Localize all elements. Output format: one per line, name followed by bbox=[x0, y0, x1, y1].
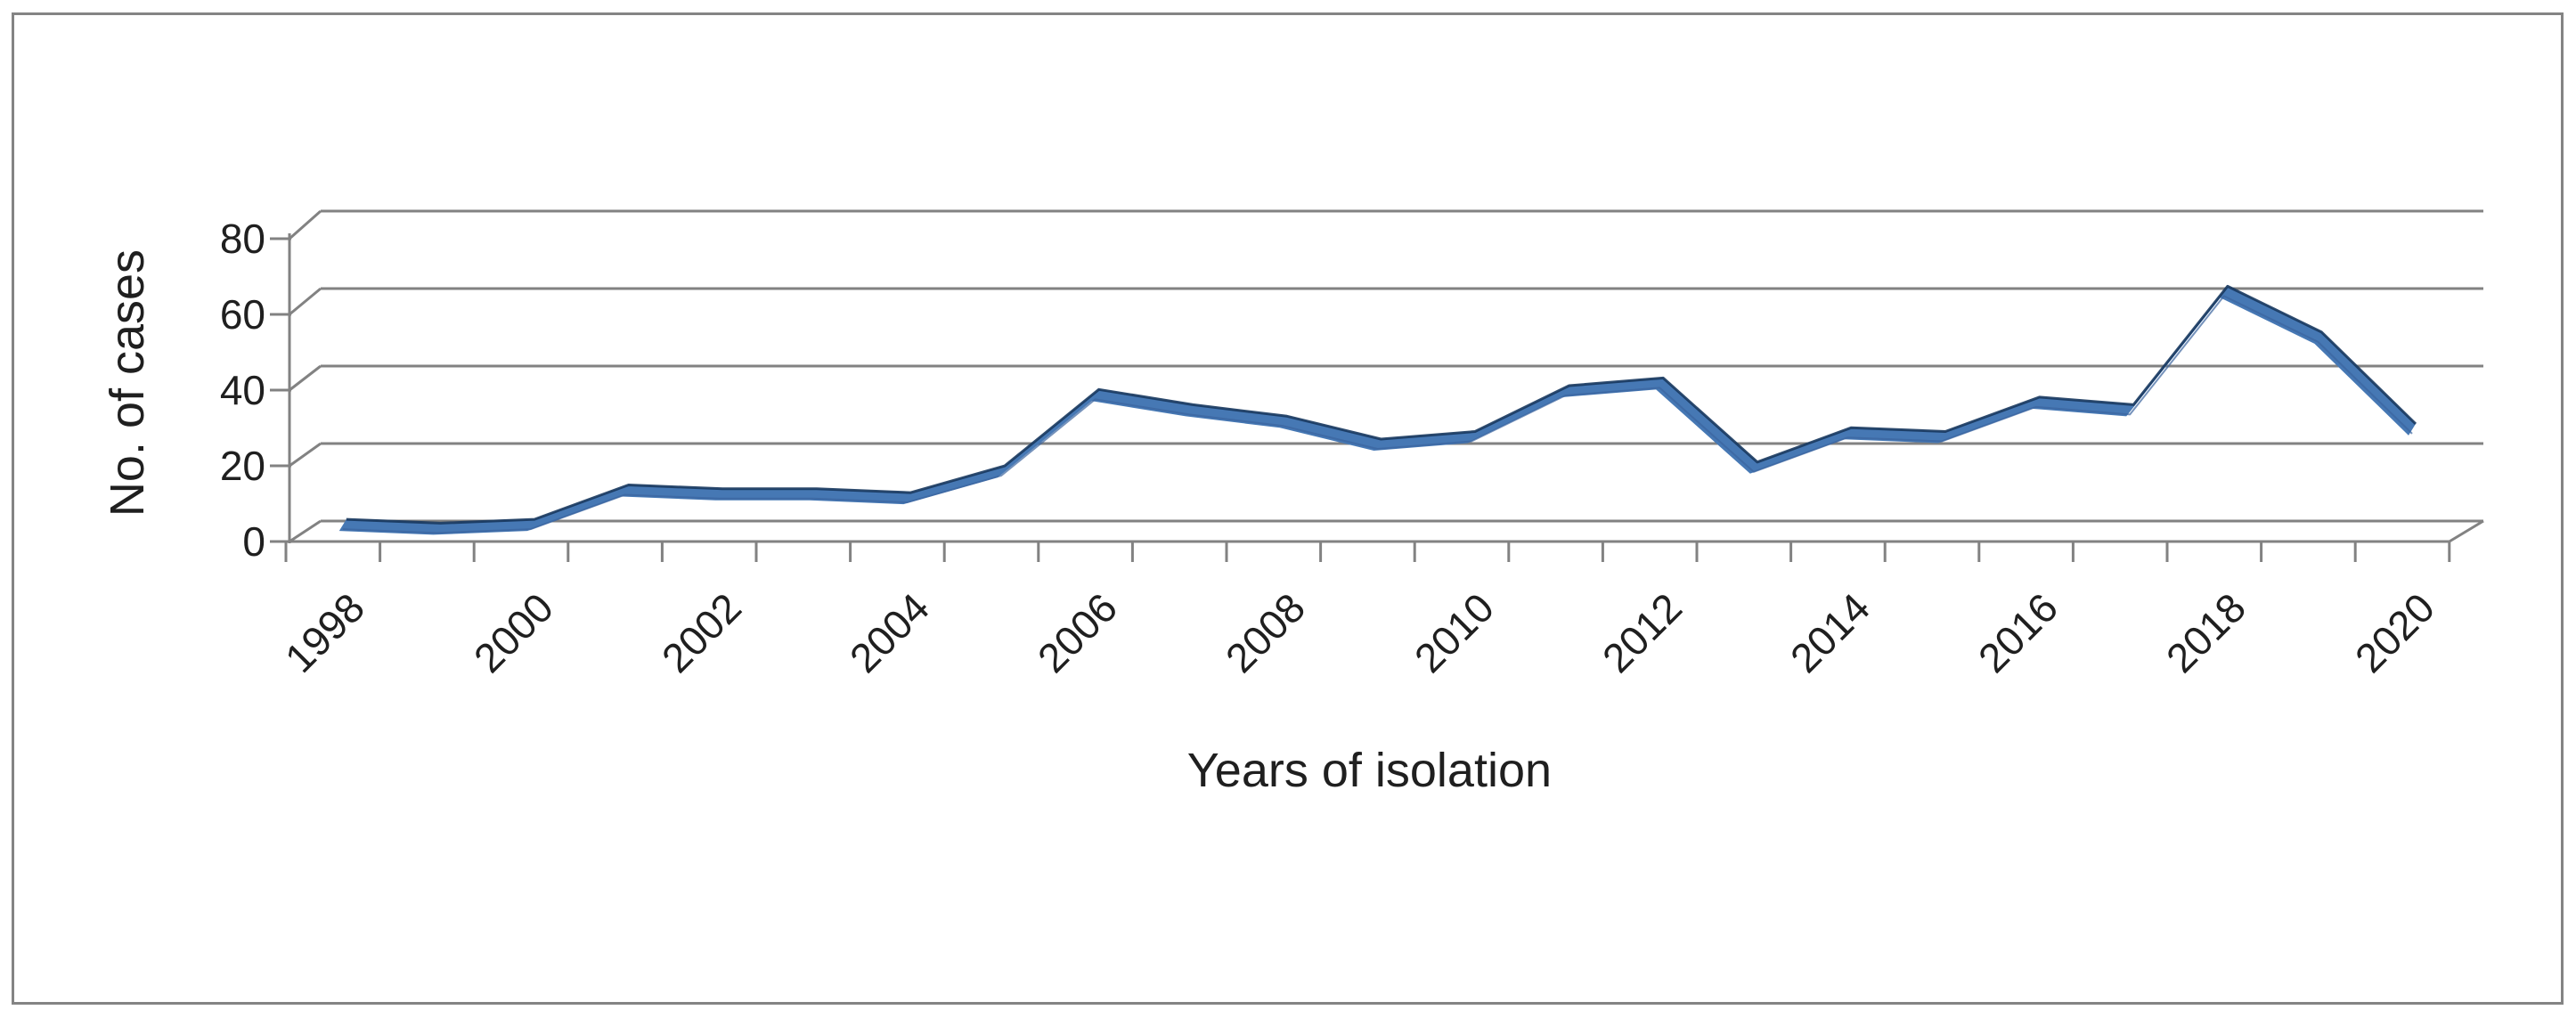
y-tick-label: 20 bbox=[159, 445, 265, 486]
gridline-connector bbox=[289, 521, 321, 542]
y-tick-label: 40 bbox=[159, 370, 265, 411]
chart-figure: No. of cases Years of isolation 0 20 40 60 8… bbox=[0, 0, 2576, 1018]
gridline-connector bbox=[289, 366, 321, 390]
x-axis-title: Years of isolation bbox=[968, 746, 1770, 794]
data-ribbon bbox=[339, 286, 2416, 534]
y-tick-label: 80 bbox=[159, 218, 265, 259]
gridline-connector bbox=[289, 211, 321, 239]
x-axis-corner-connector bbox=[2450, 521, 2483, 542]
gridline-connector bbox=[289, 289, 321, 314]
y-tick-label: 0 bbox=[159, 521, 265, 562]
plot-area bbox=[0, 0, 2576, 1018]
gridline-connector bbox=[289, 444, 321, 466]
y-tick-label: 60 bbox=[159, 294, 265, 335]
y-axis-title: No. of cases bbox=[103, 151, 151, 615]
